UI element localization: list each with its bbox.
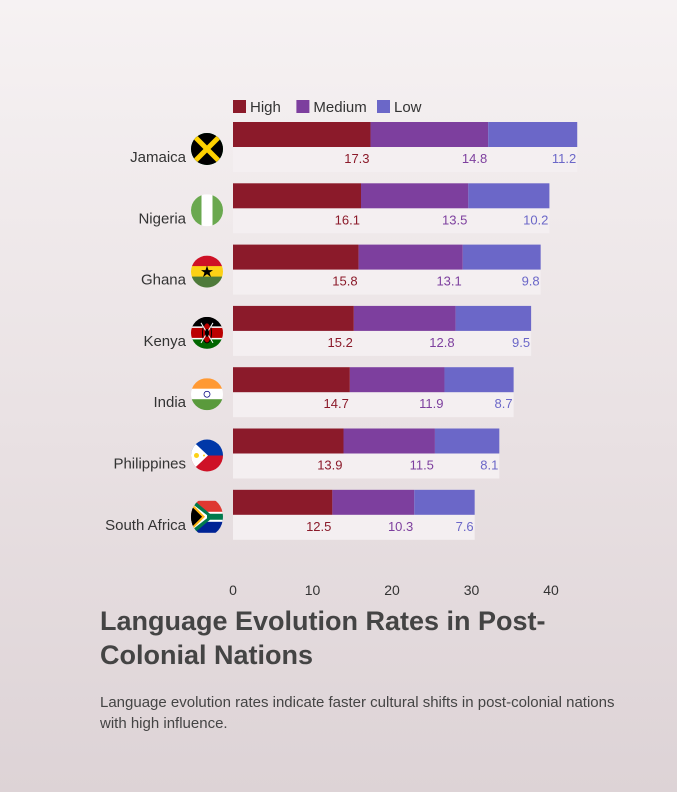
- bar-jamaica-high: [233, 122, 371, 147]
- value-label-jamaica-medium: 14.8: [462, 151, 487, 166]
- chart-subtitle: Language evolution rates indicate faster…: [100, 694, 615, 732]
- south-africa-flag-icon: [191, 497, 223, 536]
- value-label-ghana-high: 15.8: [332, 274, 357, 289]
- x-tick-label: 10: [305, 582, 321, 598]
- bar-south-africa-low: [414, 489, 475, 515]
- flags-group: [191, 133, 223, 536]
- value-label-kenya-high: 15.2: [328, 335, 353, 350]
- value-label-philippines-medium: 11.5: [410, 458, 434, 473]
- value-labels: 17.3 14.8 11.2 16.1 13.5 10.2 15.8 13.1 9.8 15.2 1…: [306, 151, 576, 534]
- bar-india-high: [233, 367, 350, 393]
- value-label-philippines-high: 13.9: [317, 458, 342, 473]
- bar-south-africa-medium: [332, 489, 415, 515]
- value-label-south-africa-high: 12.5: [306, 519, 331, 534]
- value-label-ghana-low: 9.8: [522, 274, 540, 289]
- category-label-philippines: Philippines: [113, 456, 186, 473]
- value-label-ghana-medium: 13.1: [436, 274, 461, 289]
- bar-philippines-low: [434, 428, 500, 454]
- bar-india-low: [444, 367, 514, 393]
- india-flag-icon: [191, 378, 223, 411]
- bar-jamaica-low: [488, 122, 578, 147]
- jamaica-flag-icon: [191, 133, 223, 165]
- category-label-india: India: [153, 394, 186, 411]
- category-label-jamaica: Jamaica: [130, 149, 187, 166]
- value-label-kenya-low: 9.5: [512, 335, 530, 350]
- value-label-nigeria-low: 10.2: [523, 212, 548, 227]
- legend-swatch-medium: [296, 100, 310, 113]
- bar-ghana-medium: [358, 244, 463, 270]
- chart-title: Language Evolution Rates in Post-Colonia…: [100, 606, 546, 670]
- legend-swatch-high: [233, 100, 246, 113]
- ghana-flag-icon: [191, 255, 223, 288]
- bar-philippines-high: [233, 428, 344, 454]
- value-label-india-high: 14.7: [324, 396, 349, 411]
- kenya-flag-icon: [191, 316, 223, 349]
- x-tick-label: 40: [543, 582, 559, 598]
- value-label-nigeria-medium: 13.5: [442, 212, 467, 227]
- value-label-india-low: 8.7: [495, 396, 513, 411]
- legend-label-high: High: [250, 99, 281, 116]
- bar-ghana-low: [462, 244, 541, 270]
- stacked-bar-chart: High Medium Low Jamaica Nigeria Ghana Kenya In…: [105, 99, 578, 598]
- bar-jamaica-medium: [370, 122, 489, 147]
- bar-kenya-low: [455, 305, 532, 331]
- category-labels: Jamaica Nigeria Ghana Kenya India Philippines…: [105, 149, 187, 534]
- bar-philippines-medium: [343, 428, 435, 454]
- value-label-jamaica-high: 17.3: [344, 151, 369, 166]
- value-label-nigeria-high: 16.1: [335, 212, 360, 227]
- category-label-kenya: Kenya: [143, 333, 186, 350]
- category-label-south-africa: South Africa: [105, 517, 187, 534]
- bar-india-medium: [349, 367, 445, 393]
- value-label-south-africa-low: 7.6: [456, 519, 474, 534]
- bar-south-africa-high: [233, 489, 333, 515]
- nigeria-flag-icon: [191, 194, 223, 227]
- x-tick-label: 0: [229, 582, 237, 598]
- bar-ghana-high: [233, 244, 359, 270]
- legend: High Medium Low: [233, 99, 422, 116]
- category-label-nigeria: Nigeria: [138, 210, 186, 227]
- category-label-ghana: Ghana: [141, 272, 187, 289]
- value-label-india-medium: 11.9: [419, 396, 443, 411]
- bar-kenya-high: [233, 305, 354, 331]
- value-label-south-africa-medium: 10.3: [388, 519, 413, 534]
- value-label-philippines-low: 8.1: [480, 458, 498, 473]
- legend-label-medium: Medium: [313, 99, 366, 116]
- value-label-kenya-medium: 12.8: [429, 335, 454, 350]
- bars-group: [233, 122, 578, 540]
- bar-kenya-medium: [353, 305, 456, 331]
- bar-nigeria-high: [233, 183, 361, 209]
- bar-nigeria-low: [468, 183, 550, 209]
- x-axis: 0 10 20 30 40: [229, 582, 559, 598]
- x-tick-label: 30: [464, 582, 480, 598]
- bar-nigeria-medium: [360, 183, 469, 209]
- value-label-jamaica-low: 11.2: [552, 151, 576, 166]
- philippines-flag-icon: [191, 439, 223, 472]
- legend-label-low: Low: [394, 99, 422, 116]
- x-tick-label: 20: [384, 582, 400, 598]
- legend-swatch-low: [377, 100, 390, 113]
